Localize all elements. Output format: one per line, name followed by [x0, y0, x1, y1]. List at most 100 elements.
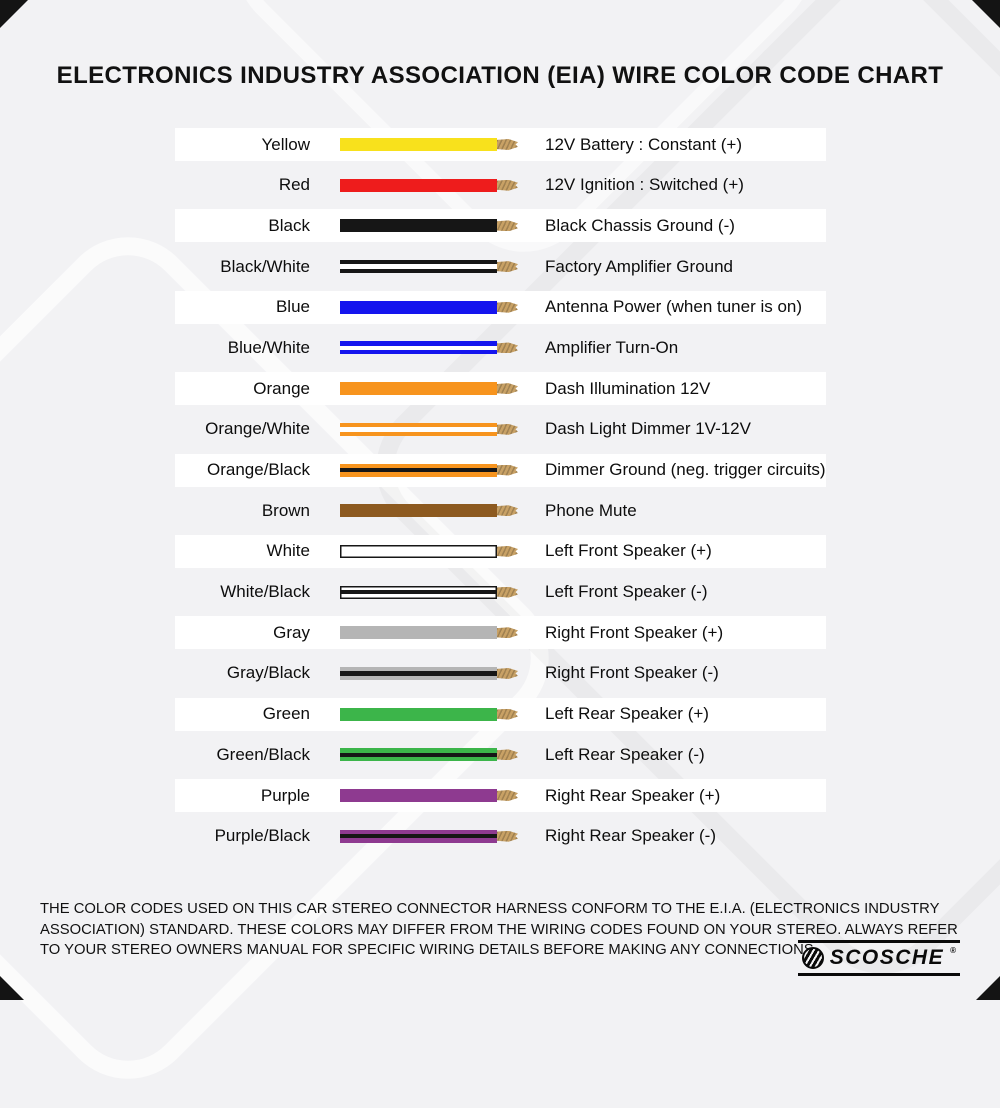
wire-stripe — [340, 752, 497, 758]
wire-tip — [497, 301, 518, 313]
wire-tip — [497, 179, 518, 191]
wire-function-label: Phone Mute — [545, 500, 637, 520]
wire-color-label: Yellow — [261, 134, 310, 154]
wire-row: Brown Phone Mute — [175, 494, 826, 527]
wire-color-label: Brown — [261, 500, 310, 520]
wire-color-label: White — [266, 541, 310, 561]
corner-decoration — [0, 0, 28, 28]
wire-tip — [497, 627, 518, 639]
wire-color-label: Purple/Black — [214, 826, 310, 846]
wire-body — [340, 300, 497, 314]
wire-body — [340, 178, 497, 192]
wire-color-label: Red — [278, 175, 310, 195]
wire-stripe — [340, 427, 497, 432]
wire-row: Green Left Rear Speaker (+) — [175, 697, 826, 731]
wire-body — [340, 382, 497, 396]
wire-body — [340, 504, 497, 518]
wire-body — [340, 544, 497, 558]
wire-swatch — [340, 789, 518, 802]
wire-tip — [497, 464, 518, 476]
wire-function-label: 12V Ignition : Switched (+) — [545, 175, 744, 195]
wire-body — [340, 707, 497, 721]
wire-color-label: Orange — [253, 378, 310, 398]
wire-body — [340, 463, 497, 477]
wire-function-label: Right Rear Speaker (-) — [545, 826, 717, 846]
wire-color-label: Orange/Black — [207, 460, 310, 479]
wire-tip — [497, 220, 518, 232]
wire-swatch — [340, 666, 518, 680]
wire-function-label: Dash Illumination 12V — [545, 378, 711, 398]
wire-color-label: Blue — [275, 297, 310, 317]
wire-function-label: Amplifier Turn-On — [545, 337, 679, 357]
wire-row: White Left Front Speaker (+) — [175, 534, 826, 568]
wire-row: Black Black Chassis Ground (-) — [175, 209, 826, 243]
wire-function-label: Black Chassis Ground (-) — [545, 215, 735, 235]
wire-stripe — [340, 345, 497, 351]
wire-swatch — [340, 260, 518, 274]
wire-swatch — [340, 585, 518, 599]
wire-tip — [497, 667, 518, 679]
wire-function-label: Left Front Speaker (-) — [545, 582, 708, 602]
wire-color-label: Blue/White — [227, 337, 310, 357]
brand-name: SCOSCHE — [829, 946, 945, 969]
wire-row: Gray/Black Right Front Speaker (-) — [175, 657, 826, 690]
wire-tip — [497, 790, 518, 801]
corner-decoration — [976, 976, 1000, 1000]
wire-row: Black/White Factory Amplifier Ground — [175, 250, 826, 283]
wire-row: Blue/White Amplifier Turn-On — [175, 331, 826, 364]
wire-body — [340, 666, 497, 680]
wire-body — [340, 748, 497, 762]
wire-swatch — [340, 422, 518, 436]
wire-function-label: Left Rear Speaker (-) — [545, 744, 705, 764]
wire-row: Blue Antenna Power (when tuner is on) — [175, 290, 826, 324]
wire-row: Orange/White Dash Light Dimmer 1V-12V — [175, 413, 826, 446]
wire-row: Orange Dash Illumination 12V — [175, 372, 826, 406]
wire-color-label: Black/White — [220, 256, 310, 276]
wire-stripe — [340, 467, 497, 473]
registered-mark: ® — [950, 946, 956, 955]
wire-swatch — [340, 219, 518, 233]
wire-swatch — [340, 829, 518, 843]
chart-title: ELECTRONICS INDUSTRY ASSOCIATION (EIA) W… — [56, 62, 944, 90]
wire-color-label: Green/Black — [216, 744, 310, 764]
wire-stripe — [340, 834, 497, 839]
wire-color-label: White/Black — [220, 582, 310, 602]
wire-tip — [497, 749, 518, 761]
footer-disclaimer: THE COLOR CODES USED ON THIS CAR STEREO … — [40, 900, 958, 959]
wire-body — [340, 341, 497, 355]
wire-swatch — [340, 748, 518, 762]
wire-function-label: Right Front Speaker (-) — [545, 663, 719, 683]
wire-swatch — [340, 707, 518, 721]
wire-stripe — [340, 264, 497, 269]
wire-row: White/Black Left Front Speaker (-) — [175, 576, 826, 609]
wire-body — [340, 219, 497, 233]
wire-swatch — [340, 178, 518, 192]
wire-body — [340, 422, 497, 436]
wire-body — [340, 260, 497, 274]
wire-body — [340, 789, 497, 802]
wire-function-label: Left Front Speaker (+) — [545, 541, 712, 561]
wire-function-label: Dimmer Ground (neg. trigger circuits) — [545, 460, 826, 479]
wire-function-label: Right Rear Speaker (+) — [545, 785, 721, 805]
wire-row: Purple Right Rear Speaker (+) — [175, 779, 826, 812]
wire-tip — [497, 383, 518, 395]
chart-rows: Yellow 12V Battery : Constant (+) Red 12… — [175, 128, 826, 860]
wire-swatch — [340, 544, 518, 558]
wire-tip — [497, 545, 518, 557]
wire-function-label: Dash Light Dimmer 1V-12V — [545, 419, 751, 439]
wire-body — [340, 585, 497, 599]
wire-tip — [497, 708, 518, 720]
wire-function-label: 12V Battery : Constant (+) — [545, 134, 743, 154]
wire-body — [340, 626, 497, 640]
wire-stripe — [340, 671, 497, 676]
wire-tip — [497, 139, 518, 150]
wire-tip — [497, 830, 518, 842]
wire-stripe — [340, 589, 497, 595]
wire-swatch — [340, 341, 518, 355]
wire-swatch — [340, 138, 518, 151]
corner-decoration — [972, 0, 1000, 28]
wire-tip — [497, 261, 518, 273]
wire-body — [340, 829, 497, 843]
scosche-logo: SCOSCHE ® — [797, 940, 960, 976]
wire-swatch — [340, 463, 518, 477]
